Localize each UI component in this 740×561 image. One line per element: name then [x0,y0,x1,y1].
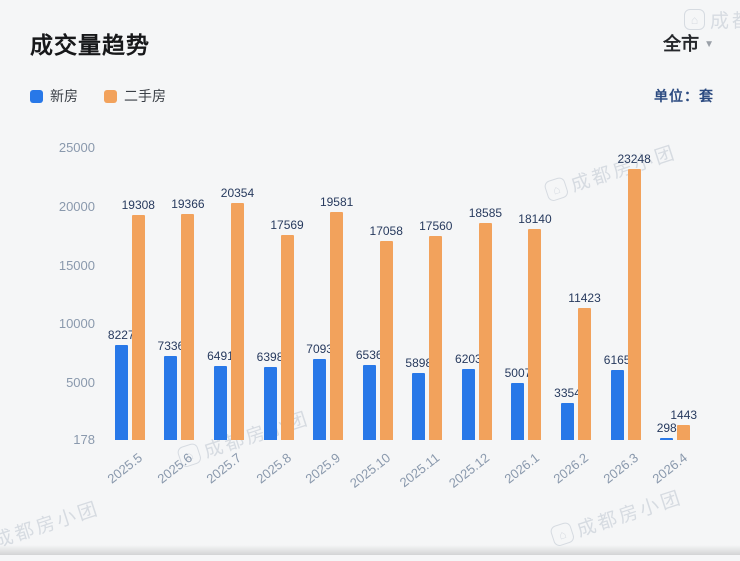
bar-二手房-2025.9[interactable] [330,211,344,440]
legend-swatch-new-house [30,89,43,103]
x-axis-label: 2025.6 [154,450,195,487]
y-axis-tick: 15000 [58,257,95,273]
bar-新房-2026.1[interactable] [511,383,525,440]
bar-二手房-2025.11[interactable] [429,235,443,440]
x-axis-label: 2025.10 [346,450,393,491]
value-label: 298 [656,421,677,435]
value-label: 17560 [419,218,453,233]
bar-新房-2025.8[interactable] [263,366,277,440]
value-label: 18140 [518,211,552,226]
city-scope-selector[interactable]: 全市 ▼ [663,30,714,56]
chart-legend: 新房 二手房 [30,86,166,106]
value-label: 20354 [220,185,255,200]
bar-二手房-2025.6[interactable] [181,214,195,440]
value-label: 18585 [468,206,503,221]
legend-label: 二手房 [124,88,166,104]
value-label: 3354 [554,385,581,400]
bar-新房-2026.4[interactable] [660,438,674,440]
bar-新房-2025.12[interactable] [461,369,475,440]
x-axis-label: 2025.12 [445,450,493,491]
legend-label: 新房 [50,88,78,104]
y-axis-tick: 5000 [66,375,95,391]
value-label: 19308 [121,197,155,212]
bar-新房-2025.10[interactable] [362,365,376,440]
legend-item-new-house[interactable]: 新房 [30,86,78,106]
x-axis-label: 2025.5 [104,450,146,487]
value-label: 17058 [369,224,403,239]
y-axis-tick: 20000 [58,198,95,214]
value-label: 19581 [319,194,354,209]
value-label: 5007 [504,366,532,381]
y-axis-tick: 25000 [58,140,95,155]
value-label: 6398 [256,349,284,364]
y-axis-tick: 178 [73,432,95,447]
y-axis-tick: 10000 [58,316,95,332]
bar-新房-2026.2[interactable] [561,402,575,440]
bar-二手房-2025.10[interactable] [379,241,393,440]
x-axis-label: 2025.9 [302,450,344,487]
bottom-fade [0,545,740,555]
page-title: 成交量趋势 [30,32,150,58]
value-label: 11423 [568,290,601,305]
bar-新房-2025.11[interactable] [412,372,426,440]
bar-二手房-2025.12[interactable] [478,223,492,440]
scope-label: 全市 [663,34,700,54]
value-label: 17569 [270,218,304,233]
x-axis-label: 2025.7 [203,450,245,487]
bar-二手房-2025.8[interactable] [280,235,294,440]
value-label: 7093 [306,341,333,356]
value-label: 6491 [207,348,234,363]
value-label: 6165 [603,352,631,367]
bar-新房-2026.3[interactable] [610,369,624,440]
chevron-down-icon: ▼ [704,38,714,50]
value-label: 8227 [107,328,135,343]
x-axis-label: 2026.2 [550,450,592,487]
bar-新房-2025.7[interactable] [213,365,227,440]
value-label: 7336 [157,338,185,353]
bar-二手房-2026.3[interactable] [627,168,641,440]
x-axis-label: 2026.4 [649,450,691,487]
legend-swatch-second-hand [104,89,117,103]
value-label: 5898 [405,355,433,370]
value-label: 6203 [455,352,482,367]
value-label: 1443 [670,408,698,423]
value-label: 19366 [171,197,205,212]
bar-新房-2025.5[interactable] [114,345,128,440]
value-label: 23248 [617,151,651,166]
legend-item-second-hand[interactable]: 二手房 [104,86,166,106]
bar-二手房-2025.5[interactable] [131,214,145,440]
x-axis-label: 2025.11 [397,450,443,491]
bar-新房-2025.6[interactable] [164,355,178,440]
bar-二手房-2026.4[interactable] [677,425,691,440]
value-label: 6536 [355,348,383,363]
bar-新房-2025.9[interactable] [313,358,327,440]
bar-二手房-2026.2[interactable] [578,307,592,440]
x-axis-label: 2025.8 [253,450,294,487]
unit-label: 单位：套 [654,88,714,104]
x-axis-label: 2026.3 [600,450,641,487]
bar-二手房-2025.7[interactable] [230,202,244,440]
bar-二手房-2026.1[interactable] [528,228,542,440]
x-axis-label: 2026.1 [501,450,542,487]
